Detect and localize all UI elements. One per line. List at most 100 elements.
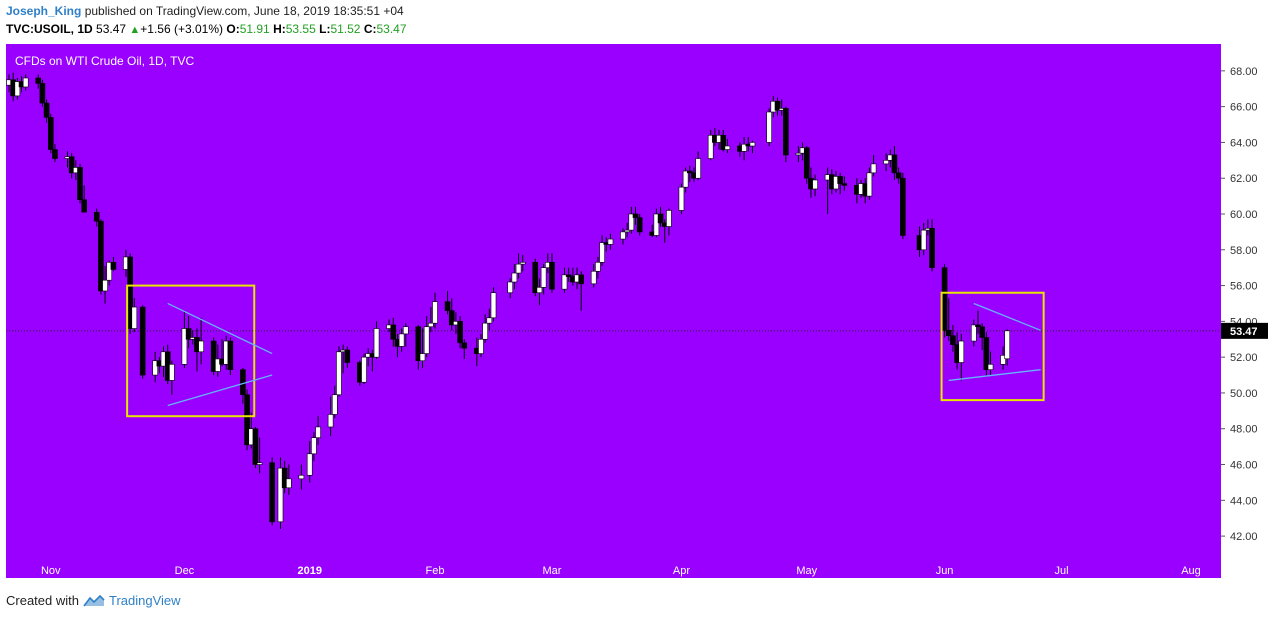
- candle[interactable]: [979, 323, 985, 350]
- candle[interactable]: [975, 310, 981, 334]
- candle[interactable]: [958, 333, 965, 381]
- candle[interactable]: [98, 219, 104, 295]
- price-axis[interactable]: [1221, 44, 1268, 578]
- candle[interactable]: [315, 416, 321, 445]
- candle[interactable]: [678, 183, 685, 214]
- candle[interactable]: [423, 316, 430, 358]
- candle[interactable]: [549, 253, 555, 293]
- candle[interactable]: [43, 99, 50, 123]
- candle[interactable]: [536, 278, 543, 306]
- candle[interactable]: [632, 206, 639, 225]
- trend-line[interactable]: [167, 302, 273, 355]
- trend-line[interactable]: [973, 302, 1041, 331]
- candle[interactable]: [686, 165, 693, 182]
- candle[interactable]: [578, 271, 585, 311]
- candle[interactable]: [131, 298, 138, 333]
- candle[interactable]: [52, 144, 58, 163]
- candle[interactable]: [181, 310, 188, 368]
- candle[interactable]: [519, 255, 526, 272]
- candle[interactable]: [210, 337, 217, 376]
- candle[interactable]: [432, 292, 438, 329]
- candle[interactable]: [373, 321, 380, 359]
- candle[interactable]: [336, 346, 342, 397]
- candle[interactable]: [331, 385, 338, 418]
- candle[interactable]: [77, 163, 83, 204]
- time-axis[interactable]: [6, 554, 1221, 578]
- candle[interactable]: [490, 287, 497, 322]
- candle[interactable]: [507, 278, 514, 299]
- candle[interactable]: [47, 113, 54, 154]
- candle[interactable]: [945, 298, 952, 342]
- candle[interactable]: [540, 264, 547, 295]
- candle[interactable]: [987, 351, 994, 376]
- candle[interactable]: [666, 208, 672, 236]
- candle[interactable]: [920, 222, 927, 256]
- candle[interactable]: [68, 153, 75, 179]
- candle[interactable]: [482, 314, 488, 343]
- tradingview-link[interactable]: TradingView: [108, 593, 181, 608]
- candle[interactable]: [950, 324, 956, 352]
- candle[interactable]: [169, 360, 175, 395]
- candle[interactable]: [139, 305, 146, 379]
- candle[interactable]: [515, 253, 522, 279]
- candle[interactable]: [286, 464, 292, 495]
- candle[interactable]: [841, 176, 848, 191]
- candle[interactable]: [448, 298, 455, 331]
- candle[interactable]: [724, 138, 731, 154]
- candle[interactable]: [695, 151, 701, 180]
- candle[interactable]: [599, 235, 605, 266]
- candle[interactable]: [415, 324, 422, 370]
- candle[interactable]: [628, 206, 635, 234]
- candle[interactable]: [929, 219, 935, 272]
- candle[interactable]: [390, 317, 397, 347]
- candle[interactable]: [657, 206, 664, 227]
- candle[interactable]: [812, 174, 818, 197]
- candle[interactable]: [891, 146, 898, 180]
- candle[interactable]: [344, 346, 351, 368]
- plot-area[interactable]: [6, 44, 1221, 554]
- candle[interactable]: [419, 328, 426, 368]
- candle[interactable]: [486, 308, 493, 331]
- candle[interactable]: [81, 185, 87, 213]
- candle[interactable]: [941, 264, 948, 338]
- candle[interactable]: [720, 129, 727, 152]
- candle[interactable]: [311, 432, 317, 461]
- candle[interactable]: [607, 233, 614, 250]
- candle[interactable]: [102, 265, 108, 304]
- candle[interactable]: [707, 129, 714, 161]
- candle[interactable]: [1000, 346, 1006, 370]
- candle[interactable]: [215, 344, 221, 377]
- candle[interactable]: [227, 337, 234, 376]
- candle[interactable]: [106, 260, 113, 286]
- candle[interactable]: [565, 267, 572, 282]
- candle[interactable]: [595, 256, 601, 279]
- candle[interactable]: [636, 214, 643, 236]
- candle[interactable]: [971, 319, 977, 347]
- candle[interactable]: [306, 441, 313, 483]
- candle[interactable]: [653, 208, 660, 238]
- highlight-box[interactable]: [940, 291, 1045, 402]
- candle[interactable]: [682, 167, 689, 193]
- candle[interactable]: [298, 464, 305, 490]
- candle[interactable]: [783, 106, 789, 163]
- candle[interactable]: [93, 208, 100, 227]
- candle[interactable]: [39, 79, 46, 107]
- candle[interactable]: [444, 290, 451, 315]
- candle[interactable]: [14, 78, 21, 100]
- candle[interactable]: [837, 172, 843, 195]
- highlight-box[interactable]: [126, 284, 256, 418]
- candle[interactable]: [110, 256, 117, 272]
- candle[interactable]: [152, 351, 158, 383]
- trend-line[interactable]: [167, 374, 273, 407]
- candle[interactable]: [198, 317, 204, 365]
- candle[interactable]: [900, 172, 906, 240]
- candle[interactable]: [457, 316, 463, 349]
- candle[interactable]: [398, 328, 405, 352]
- candle[interactable]: [269, 457, 275, 526]
- candle[interactable]: [402, 323, 409, 347]
- candle[interactable]: [624, 222, 630, 238]
- candle[interactable]: [870, 154, 877, 177]
- candle[interactable]: [774, 97, 781, 116]
- candle[interactable]: [478, 333, 484, 358]
